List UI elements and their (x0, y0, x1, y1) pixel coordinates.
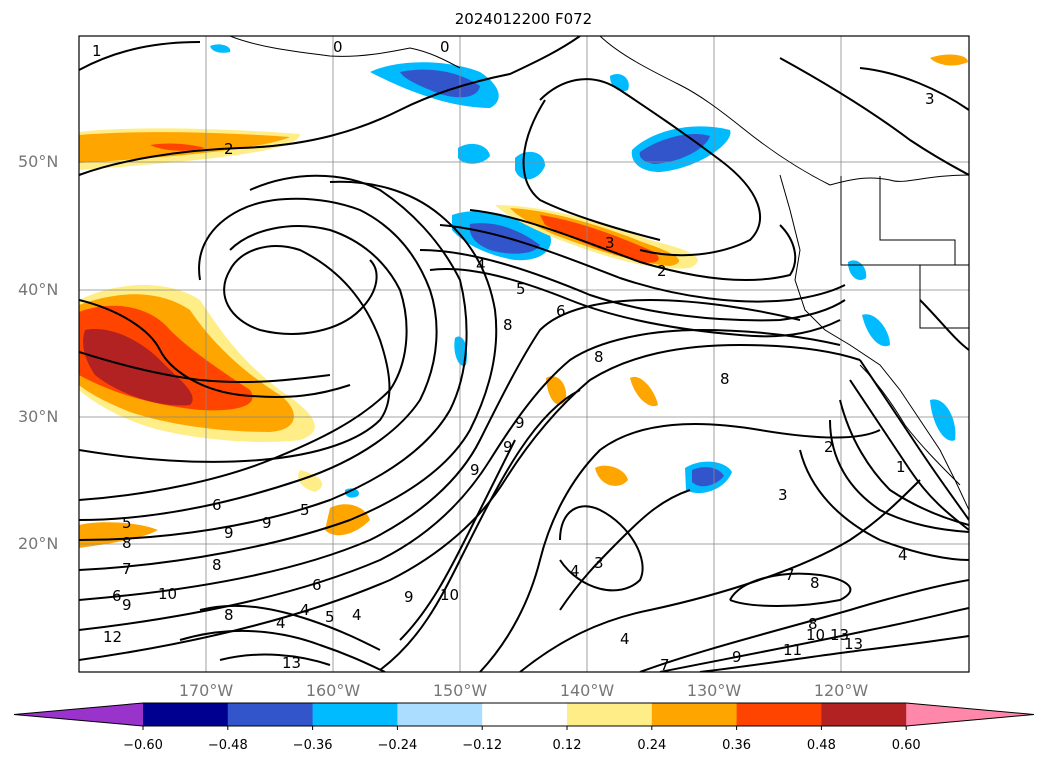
colorbar-cell (227, 703, 314, 726)
contour-label: 2 (824, 438, 834, 456)
colorbar-tick-label: 0.36 (722, 738, 752, 753)
contour-label: 9 (224, 524, 234, 542)
colorbar-cell (821, 703, 907, 726)
contour-label: 6 (556, 302, 566, 320)
contour-label: 7 (122, 560, 132, 578)
colorbar-cell (397, 703, 483, 726)
contour-label: 3 (605, 234, 615, 252)
contour-label: 8 (224, 606, 234, 624)
colorbar-tick-label: 0.48 (806, 738, 836, 753)
contour-label: 10 (806, 626, 825, 644)
colorbar-tick-label: −0.36 (292, 738, 333, 753)
graticule (79, 36, 969, 672)
contour-label: 4 (476, 256, 486, 274)
contour-label: 4 (570, 562, 580, 580)
contour-label: 13 (282, 654, 301, 672)
contour-label: 5 (122, 514, 132, 532)
colorbar-tick-label: −0.48 (207, 738, 248, 753)
contour-label: 6 (112, 587, 122, 605)
contour-label: 8 (122, 534, 132, 552)
contour-label: 10 (158, 585, 177, 603)
lon-label: 130°W (686, 681, 742, 700)
contour-label: 5 (516, 280, 526, 298)
contour-label: 11 (783, 641, 802, 659)
contour-label: 6 (212, 496, 222, 514)
contour-label: 3 (778, 486, 788, 504)
contour-label: 13 (844, 635, 863, 653)
contour-label: 10 (440, 586, 459, 604)
contour-label: 8 (720, 370, 730, 388)
contour-labels: 1 0 0 2 3 3 2 4 5 6 8 8 8 9 9 9 6 5 8 5 … (92, 38, 935, 674)
lon-label: 120°W (813, 681, 869, 700)
contour-label: 9 (262, 514, 272, 532)
map-frame (78, 35, 970, 673)
colorbar-cell (143, 703, 229, 726)
lon-label: 170°W (178, 681, 234, 700)
contour-label: 12 (103, 628, 122, 646)
contour-label: 8 (810, 574, 820, 592)
lat-label: 20°N (18, 534, 59, 553)
contour-label: 8 (808, 615, 818, 633)
lon-label: 160°W (305, 681, 361, 700)
colorbar-cell (312, 703, 398, 726)
contour-label: 0 (440, 38, 450, 56)
colorbar-cell (482, 703, 568, 726)
contour-label: 2 (657, 262, 667, 280)
lon-label: 140°W (559, 681, 615, 700)
contour-label: 3 (594, 554, 604, 572)
contour-label: 4 (300, 601, 310, 619)
colorbar-tick-label: 0.24 (637, 738, 667, 753)
contour-label: 9 (515, 414, 525, 432)
colorbar-tick-label: −0.12 (462, 738, 503, 753)
lon-label: 150°W (432, 681, 488, 700)
lat-label: 40°N (18, 280, 59, 299)
contour-label: 7 (660, 656, 670, 674)
shaded-fields (79, 44, 968, 548)
colorbar-tick-label: 0.12 (552, 738, 582, 753)
contour-label: 1 (896, 458, 906, 476)
contour-label: 9 (122, 596, 132, 614)
colorbar-tick-label: 0.60 (891, 738, 921, 753)
colorbar-extend-min (14, 703, 143, 726)
contour-label: 1 (92, 42, 102, 60)
lat-label: 50°N (18, 152, 59, 171)
colorbar-cell (567, 703, 653, 726)
contour-label: 4 (276, 614, 286, 632)
contour-label: 4 (352, 606, 362, 624)
contour-label: 9 (503, 438, 513, 456)
colorbar-cell (736, 703, 822, 726)
contour-label: 8 (503, 316, 513, 334)
colorbar-cell (651, 703, 738, 726)
colorbar-extend-max (906, 703, 1034, 726)
colorbar-tick-label: −0.24 (377, 738, 418, 753)
contour-label: 4 (898, 546, 908, 564)
contour-label: 3 (925, 90, 935, 108)
contour-label: 5 (300, 501, 310, 519)
contour-label: 9 (470, 461, 480, 479)
contour-label: 13 (830, 626, 849, 644)
contour-label: 4 (620, 630, 630, 648)
contour-label: 8 (212, 556, 222, 574)
map-title: 2024012200 F072 (454, 10, 593, 28)
contour-label: 7 (785, 566, 795, 584)
height-contours (79, 36, 969, 672)
contour-label: 2 (224, 140, 234, 158)
lat-label: 30°N (18, 407, 59, 426)
contour-label: 9 (404, 588, 414, 606)
contour-label: 6 (312, 576, 322, 594)
coastlines (229, 36, 969, 511)
contour-label: 8 (594, 348, 604, 366)
colorbar-tick-label: −0.60 (123, 738, 163, 753)
contour-label: 0 (333, 38, 343, 56)
contour-label: 5 (325, 608, 335, 626)
contour-label: 9 (732, 648, 742, 666)
